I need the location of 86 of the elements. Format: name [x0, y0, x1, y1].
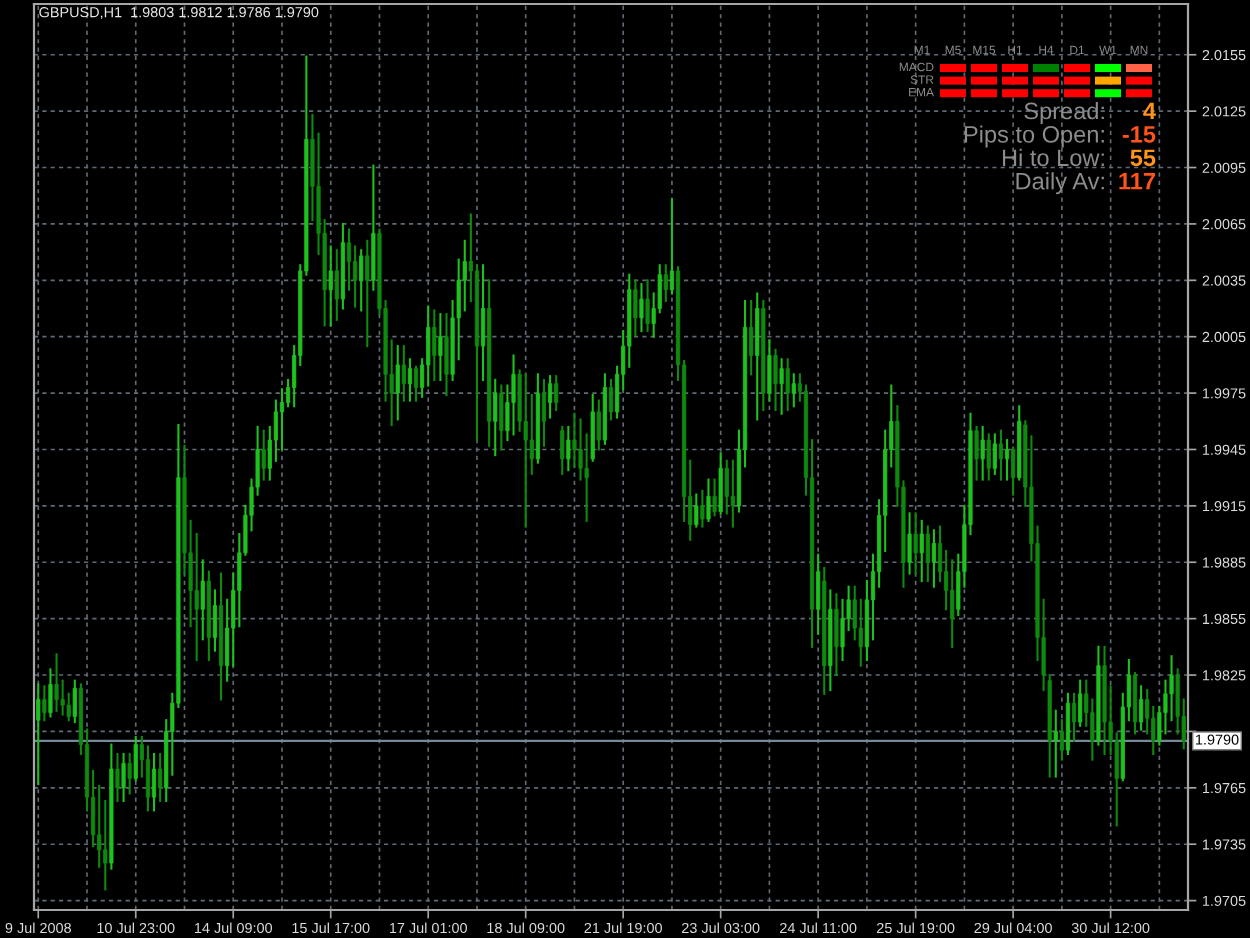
- candlestick: [359, 249, 364, 312]
- candlestick: [816, 553, 821, 635]
- candlestick: [663, 264, 668, 303]
- candlestick: [1059, 719, 1064, 761]
- candlestick: [992, 433, 997, 475]
- annotation: -15: [1122, 126, 1156, 143]
- candlestick: [706, 478, 711, 522]
- candlestick: [371, 164, 376, 291]
- candlestick: [54, 653, 59, 712]
- annotation: 55: [1130, 149, 1156, 167]
- candlestick: [151, 752, 157, 812]
- candlestick: [523, 373, 528, 528]
- candlestick: [907, 512, 912, 575]
- candlestick: [834, 593, 839, 677]
- candlestick: [401, 345, 406, 402]
- candlestick: [700, 489, 705, 528]
- candlestick: [767, 339, 772, 402]
- candlestick: [694, 493, 699, 528]
- candlestick: [328, 245, 333, 327]
- annotation: Spread:: [1024, 102, 1104, 125]
- candlestick: [554, 375, 559, 412]
- candlestick: [42, 685, 47, 722]
- candlestick: [633, 279, 638, 336]
- candlestick: [115, 752, 120, 803]
- candlestick: [1071, 692, 1077, 742]
- candlestick: [998, 429, 1004, 481]
- candlestick: [438, 313, 443, 381]
- candlestick: [608, 378, 614, 421]
- candlestick: [1004, 439, 1010, 481]
- candlestick: [261, 429, 266, 481]
- candlestick: [931, 529, 937, 588]
- candlestick: [1078, 679, 1083, 727]
- candlestick: [645, 279, 650, 333]
- candlestick: [499, 384, 504, 451]
- candlestick: [974, 425, 979, 481]
- candlestick: [365, 239, 370, 348]
- annotation: Pips to Open:: [964, 125, 1104, 148]
- candlestick: [1132, 672, 1138, 735]
- candlestick: [669, 198, 675, 295]
- candlestick: [986, 433, 991, 481]
- annotation: Hi to Low:: [1002, 148, 1104, 167]
- candlestick: [590, 393, 595, 462]
- candlestick: [785, 358, 790, 412]
- candlestick: [913, 512, 918, 575]
- candlestick: [407, 358, 413, 402]
- candlestick: [1065, 692, 1071, 756]
- candlestick: [925, 525, 930, 583]
- candlestick: [200, 559, 205, 641]
- candlestick: [133, 736, 138, 782]
- candlestick: [596, 399, 601, 451]
- candlestick: [511, 354, 516, 436]
- candlestick: [755, 292, 760, 421]
- candlestick: [444, 313, 449, 397]
- candlestick: [712, 478, 717, 517]
- candlestick: [749, 299, 754, 376]
- candlestick: [730, 459, 735, 528]
- candlestick: [718, 452, 723, 515]
- candlestick: [36, 683, 41, 786]
- candlestick: [158, 752, 163, 803]
- candlestick: [395, 345, 400, 421]
- candlestick: [212, 589, 218, 652]
- candlestick: [334, 249, 339, 321]
- candlestick: [791, 373, 796, 408]
- candlestick: [1053, 709, 1058, 778]
- candlestick: [773, 348, 778, 412]
- candlestick: [919, 519, 924, 583]
- candlestick: [779, 358, 784, 415]
- candlestick: [639, 283, 644, 333]
- candlestick: [127, 752, 132, 795]
- candlestick: [493, 378, 498, 457]
- candlestick: [432, 309, 437, 381]
- candlestick: [547, 375, 553, 419]
- candlestick: [566, 425, 571, 472]
- candlestick: [72, 679, 77, 724]
- candlestick: [1011, 446, 1016, 496]
- annotation: 4: [1143, 102, 1156, 120]
- annotation: Daily Av:: [1016, 172, 1104, 195]
- candlestick: [980, 425, 985, 481]
- candlestick: [121, 752, 126, 803]
- candlestick: [48, 668, 53, 718]
- candlestick: [480, 264, 486, 381]
- candlestick: [413, 365, 419, 402]
- candlestick: [1138, 685, 1144, 731]
- candlestick: [560, 425, 565, 475]
- annotation: 117: [1119, 173, 1155, 190]
- candlestick: [541, 378, 547, 447]
